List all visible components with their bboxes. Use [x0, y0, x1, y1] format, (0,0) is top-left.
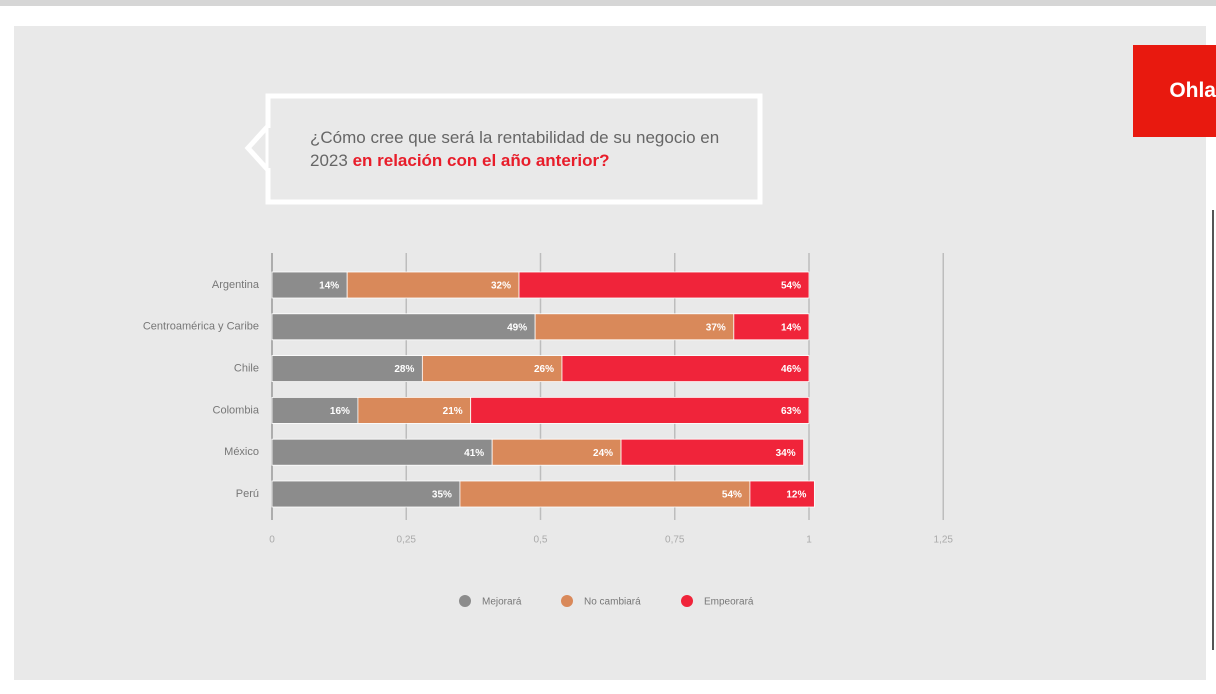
question: ¿Cómo cree que será la rentabilidad de s… [310, 126, 740, 172]
bar-segment [518, 271, 810, 299]
plot: 0 0,25 0,5 0,75 1 1,25 Argentina 14% 32% 54% Centr… [143, 253, 954, 608]
bar-segment [271, 271, 348, 299]
logo-text: Ohla [1169, 79, 1216, 102]
legend-label: No cambiará [584, 597, 641, 608]
data-label: 54% [722, 490, 742, 501]
bar-segment [271, 396, 359, 424]
bar-segment [749, 480, 815, 508]
data-label: 21% [443, 406, 463, 417]
pointer-cover [268, 128, 275, 168]
bar-segment [271, 480, 461, 508]
bar-segment [357, 396, 472, 424]
data-label: 32% [491, 281, 511, 292]
bar-segment [346, 271, 520, 299]
bar-segment [271, 355, 423, 383]
data-label: 37% [706, 322, 726, 333]
bar-segment [491, 438, 622, 466]
legend-swatch [561, 595, 573, 607]
x-tick-label: 0,75 [665, 535, 685, 546]
x-tick-label: 0,25 [397, 535, 417, 546]
x-tick-label: 0 [269, 535, 275, 546]
legend-label: Empeorará [704, 597, 754, 608]
data-label: 26% [534, 364, 554, 375]
speech-pointer [244, 119, 271, 177]
data-label: 46% [781, 364, 801, 375]
data-label: 63% [781, 406, 801, 417]
bar-segment [271, 313, 536, 341]
bar-segment [620, 438, 805, 466]
bar-segment [470, 396, 810, 424]
bar-segment [534, 313, 735, 341]
scrollbar [1212, 210, 1214, 650]
y-tick-label: Colombia [213, 404, 260, 416]
data-label: 34% [776, 448, 796, 459]
x-tick-label: 1,25 [934, 535, 954, 546]
top-bar [0, 0, 1216, 6]
legend-swatch [681, 595, 693, 607]
data-label: 41% [464, 448, 484, 459]
y-tick-label: Chile [234, 363, 259, 375]
bar-segment [561, 355, 810, 383]
data-label: 14% [319, 281, 339, 292]
x-tick-label: 1 [806, 535, 812, 546]
bar-segment [459, 480, 751, 508]
bar-segment [271, 438, 493, 466]
data-label: 16% [330, 406, 350, 417]
speech-bubble [265, 93, 763, 205]
logo: Ohla [1133, 45, 1216, 137]
y-tick-label: Perú [236, 488, 259, 500]
x-tick-label: 0,5 [534, 535, 548, 546]
y-tick-label: Centroamérica y Caribe [143, 321, 259, 333]
legend-label: Mejorará [482, 597, 522, 608]
question-text: ¿Cómo cree que será la rentabilidad de s… [310, 128, 720, 170]
data-label: 28% [394, 364, 414, 375]
data-label: 35% [432, 490, 452, 501]
y-tick-label: México [224, 446, 259, 458]
bar-segment [733, 313, 810, 341]
question-highlight: en relación con el año anterior? [352, 151, 610, 170]
data-label: 12% [786, 490, 806, 501]
legend-swatch [459, 595, 471, 607]
data-label: 14% [781, 322, 801, 333]
y-tick-label: Argentina [212, 279, 260, 291]
bar-segment [421, 355, 563, 383]
data-label: 54% [781, 281, 801, 292]
data-label: 49% [507, 322, 527, 333]
data-label: 24% [593, 448, 613, 459]
